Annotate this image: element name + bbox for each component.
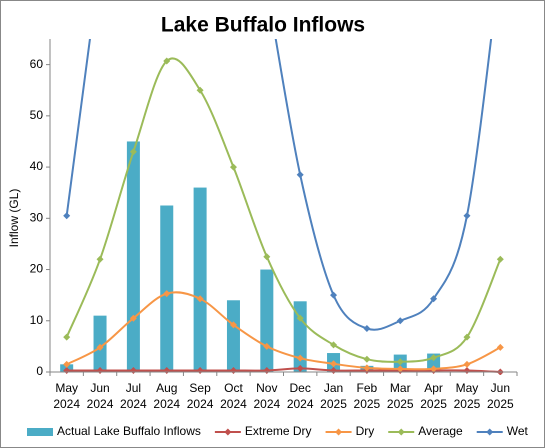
marker (129, 314, 137, 322)
y-tick-label: 60 (30, 57, 44, 71)
chart-title: Lake Buffalo Inflows (161, 14, 365, 37)
x-tick-label: Jun (90, 381, 109, 395)
marker (363, 324, 371, 332)
legend-label: Average (418, 424, 463, 438)
marker (430, 354, 438, 362)
x-tick-label: Apr (424, 381, 443, 395)
bar (93, 315, 107, 372)
marker (129, 148, 137, 156)
marker (63, 360, 71, 368)
x-tick-label: 2024 (253, 397, 280, 411)
x-tick-label: 2024 (187, 397, 214, 411)
marker (430, 295, 438, 303)
x-tick-label: 2024 (287, 397, 314, 411)
x-tick-label: 2025 (420, 397, 447, 411)
x-tick-label: 2025 (387, 397, 414, 411)
x-tick-label: Aug (156, 381, 177, 395)
marker (463, 360, 471, 368)
marker (63, 212, 71, 220)
x-tick-label: May (456, 381, 479, 395)
marker (196, 295, 204, 303)
x-tick-label: Dec (290, 381, 311, 395)
x-tick-label: 2025 (354, 397, 381, 411)
marker (330, 360, 338, 368)
marker (229, 163, 237, 171)
x-tick-label: 2025 (487, 397, 514, 411)
marker (296, 364, 304, 372)
marker (229, 321, 237, 329)
x-tick-label: 2024 (153, 397, 180, 411)
y-tick-label: 40 (30, 159, 44, 173)
marker (496, 343, 504, 351)
x-tick-label: Nov (256, 381, 277, 395)
marker (463, 333, 471, 341)
bar (126, 141, 140, 372)
bar (160, 205, 174, 372)
legend-swatch (486, 428, 494, 436)
legend-swatch (27, 428, 53, 436)
marker (263, 253, 271, 261)
x-tick-label: 2025 (320, 397, 347, 411)
legend-label: Dry (356, 424, 375, 438)
marker (163, 57, 171, 65)
marker (296, 354, 304, 362)
marker (363, 355, 371, 363)
x-tick-label: May (55, 381, 78, 395)
legend-swatch (397, 428, 405, 436)
marker (330, 341, 338, 349)
y-axis-label: Inflow (GL) (7, 189, 21, 248)
marker (363, 364, 371, 372)
y-tick-label: 0 (36, 364, 43, 378)
y-tick-label: 20 (30, 262, 44, 276)
x-tick-label: Jan (324, 381, 343, 395)
x-tick-label: Mar (390, 381, 411, 395)
x-tick-label: 2024 (53, 397, 80, 411)
marker (296, 314, 304, 322)
y-tick-label: 50 (30, 108, 44, 122)
x-tick-label: 2024 (87, 397, 114, 411)
bar (226, 300, 240, 372)
x-tick-label: Feb (357, 381, 378, 395)
marker (96, 255, 104, 263)
marker (396, 317, 404, 325)
marker (63, 333, 71, 341)
plot-area (60, 39, 504, 375)
marker (96, 343, 104, 351)
bar (193, 187, 207, 372)
bar (293, 301, 307, 372)
legend-label: Actual Lake Buffalo Inflows (57, 424, 201, 438)
x-tick-label: 2024 (120, 397, 147, 411)
legend-label: Extreme Dry (245, 424, 312, 438)
x-tick-label: Jul (126, 381, 141, 395)
marker (496, 255, 504, 263)
y-tick-label: 10 (30, 313, 44, 327)
x-tick-label: 2025 (454, 397, 481, 411)
marker (430, 365, 438, 373)
y-tick-label: 30 (30, 210, 44, 224)
marker (396, 365, 404, 373)
marker (463, 212, 471, 220)
legend-label: Wet (507, 424, 529, 438)
legend-swatch (224, 428, 232, 436)
marker (330, 291, 338, 299)
marker (296, 171, 304, 179)
marker (163, 290, 171, 298)
marker (396, 358, 404, 366)
x-tick-label: Sep (189, 381, 211, 395)
marker (263, 342, 271, 350)
legend-swatch (335, 428, 343, 436)
x-tick-label: Jun (491, 381, 510, 395)
x-tick-label: Oct (224, 381, 243, 395)
marker (196, 86, 204, 94)
x-tick-label: 2024 (220, 397, 247, 411)
bar (260, 269, 274, 372)
